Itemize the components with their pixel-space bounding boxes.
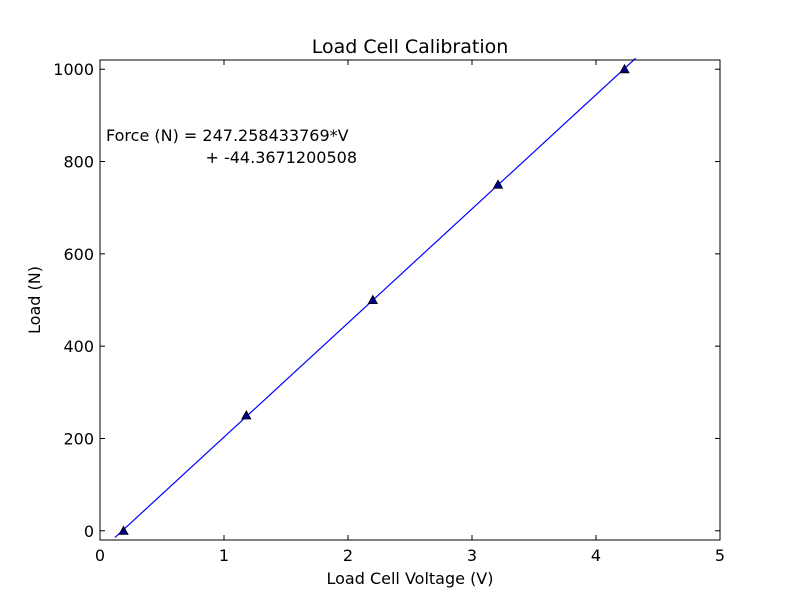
x-tick-label: 5 xyxy=(715,546,725,565)
y-tick-label: 800 xyxy=(63,153,94,172)
fit-equation-line-2: + -44.3671200508 xyxy=(205,148,357,167)
x-tick-label: 0 xyxy=(95,546,105,565)
data-point xyxy=(492,179,504,189)
fit-equation-line-1: Force (N) = 247.258433769*V xyxy=(106,126,349,145)
plot-area xyxy=(114,57,637,538)
y-tick-label: 1000 xyxy=(53,60,94,79)
y-tick-label: 200 xyxy=(63,429,94,448)
y-tick-label: 600 xyxy=(63,245,94,264)
chart-title: Load Cell Calibration xyxy=(312,36,509,58)
x-tick-label: 4 xyxy=(591,546,601,565)
data-point xyxy=(619,63,630,74)
x-tick-label: 2 xyxy=(343,546,353,565)
y-tick-label: 0 xyxy=(84,522,94,541)
fit-line xyxy=(114,57,637,538)
data-point xyxy=(241,410,252,420)
y-axis-label: Load (N) xyxy=(25,266,44,334)
y-axis: 0 200 400 600 800 1000 xyxy=(53,60,720,541)
x-axis: 0 1 2 3 4 5 xyxy=(95,60,725,565)
data-point xyxy=(118,525,129,535)
x-tick-label: 1 xyxy=(219,546,229,565)
y-tick-label: 400 xyxy=(63,337,94,356)
x-axis-label: Load Cell Voltage (V) xyxy=(327,569,494,588)
data-point xyxy=(367,294,378,305)
axes-frame xyxy=(99,59,721,541)
x-tick-label: 3 xyxy=(467,546,477,565)
